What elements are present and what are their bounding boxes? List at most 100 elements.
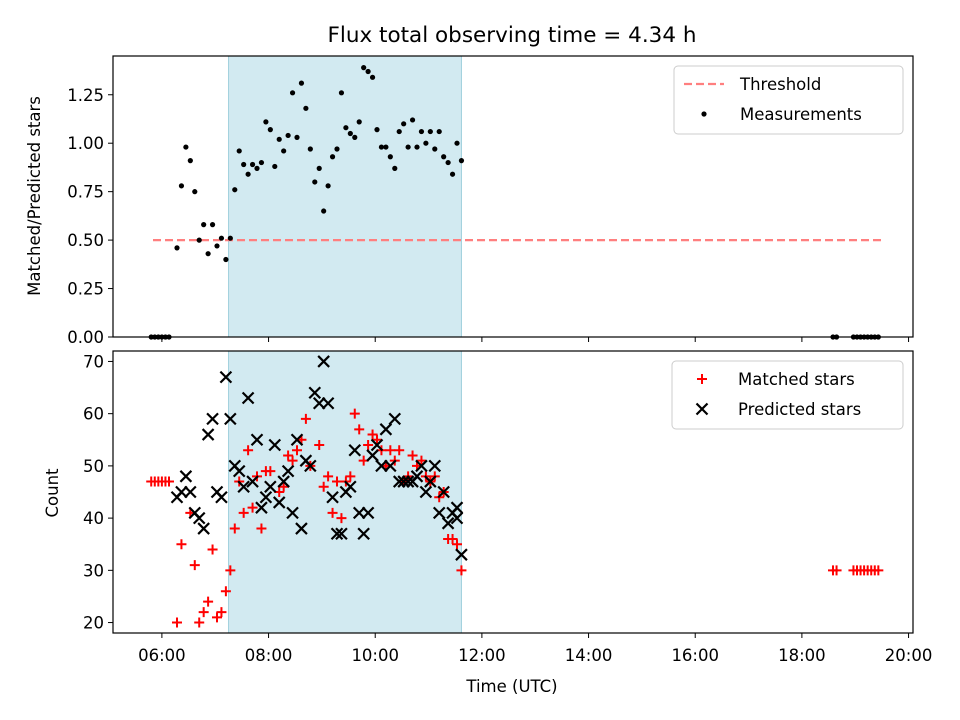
measurement-point xyxy=(281,148,287,154)
predicted-star-point xyxy=(352,506,366,520)
legend-label: Predicted stars xyxy=(738,400,861,419)
measurement-point xyxy=(454,140,460,146)
predicted-star-point xyxy=(388,412,402,426)
measurement-point xyxy=(187,158,193,164)
matched-star-point xyxy=(212,612,222,623)
measurement-point xyxy=(401,121,407,127)
measurement-point xyxy=(436,128,442,135)
legend-box xyxy=(673,65,904,135)
matched-star-point xyxy=(456,565,467,576)
matched-star-point xyxy=(207,544,218,555)
measurement-point xyxy=(387,154,393,160)
measurement-point xyxy=(227,235,233,241)
matched-star-point xyxy=(367,429,378,440)
matched-star-point xyxy=(194,617,205,628)
predicted-star-point xyxy=(264,480,277,494)
x-tick-label: 10:00 xyxy=(351,646,399,665)
predicted-star-point xyxy=(304,459,317,473)
matched-star-point xyxy=(172,617,182,628)
legend-matched-swatch xyxy=(697,374,707,384)
measurement-point xyxy=(405,144,411,150)
measurement-point xyxy=(343,125,349,131)
axes-frame xyxy=(112,55,914,338)
measurement-point xyxy=(352,134,358,140)
legend-predicted-swatch xyxy=(695,402,709,416)
predicted-star-point xyxy=(215,490,228,504)
measurement-point xyxy=(396,128,402,135)
measurement-point xyxy=(312,179,318,185)
matched-star-point xyxy=(189,560,200,571)
legend-label: Measurements xyxy=(740,105,862,124)
measurement-point xyxy=(369,74,376,80)
predicted-star-point xyxy=(424,475,437,488)
predicted-star-point xyxy=(321,396,335,410)
predicted-star-point xyxy=(246,475,259,488)
measurement-point xyxy=(445,159,451,166)
legend-label: Matched stars xyxy=(738,370,855,389)
predicted-star-point xyxy=(441,517,455,530)
predicted-star-point xyxy=(241,391,255,405)
legend-label: Threshold xyxy=(739,75,821,94)
measurement-point xyxy=(378,144,385,150)
predicted-star-point xyxy=(277,475,290,488)
matched-star-point xyxy=(256,523,267,534)
matched-star-point xyxy=(203,596,214,607)
predicted-star-point xyxy=(450,501,464,514)
measurement-point xyxy=(441,154,447,160)
matched-star-point xyxy=(327,507,338,518)
y-tick-label: 0.50 xyxy=(67,231,104,250)
measurement-point xyxy=(294,134,300,140)
x-tick-label: 16:00 xyxy=(671,646,719,665)
predicted-star-point xyxy=(379,423,393,436)
predicted-star-point xyxy=(370,438,384,452)
flux-ratio-panel: 0.00 0.25 0.50 0.75 1.00 1.25 Threshold Measure… xyxy=(67,55,914,347)
measurement-point xyxy=(365,68,371,75)
x-tick-label: 08:00 xyxy=(245,646,293,665)
measurement-point xyxy=(414,144,420,150)
y-tick-label: 70 xyxy=(83,352,104,371)
measurement-point xyxy=(334,146,340,152)
predicted-star-point xyxy=(179,470,193,483)
predicted-star-point xyxy=(197,522,210,535)
y-tick-label: 60 xyxy=(83,405,104,424)
matched-star-point xyxy=(225,565,236,576)
xlabel-time: Time (UTC) xyxy=(465,677,557,696)
matched-star-point xyxy=(176,539,187,550)
matched-star-point xyxy=(407,450,418,461)
predicted-star-point xyxy=(344,480,357,494)
predicted-star-point xyxy=(272,496,286,509)
predicted-star-point xyxy=(357,527,370,541)
predicted-star-point xyxy=(281,464,295,478)
predicted-star-point xyxy=(348,443,362,457)
measurement-point xyxy=(218,235,225,241)
matched-star-point xyxy=(216,607,227,618)
measurement-point xyxy=(374,127,380,133)
predicted-star-point xyxy=(290,433,304,447)
measurement-point xyxy=(205,251,211,257)
predicted-star-point xyxy=(450,511,464,525)
matched-star-point xyxy=(372,434,382,445)
measurement-point xyxy=(196,237,202,243)
matched-star-point xyxy=(385,445,396,456)
predicted-star-point xyxy=(219,370,233,384)
measurement-point xyxy=(329,154,336,160)
matched-star-point xyxy=(314,440,325,450)
predicted-star-point xyxy=(428,459,442,473)
measurement-point xyxy=(418,128,425,135)
predicted-star-point xyxy=(232,464,246,478)
predicted-star-point xyxy=(184,485,197,499)
matched-star-point xyxy=(247,502,258,513)
predicted-star-point xyxy=(410,470,424,483)
measurement-point xyxy=(392,165,398,171)
legend-measurement-swatch xyxy=(701,111,707,117)
y-tick-label: 50 xyxy=(83,457,104,476)
matched-star-point xyxy=(336,513,347,524)
predicted-star-point xyxy=(317,355,330,368)
matched-star-point xyxy=(394,445,405,456)
legend-box xyxy=(671,360,904,430)
predicted-star-point xyxy=(330,527,344,541)
measurement-point xyxy=(201,222,207,228)
predicted-star-point xyxy=(375,459,388,473)
predicted-star-point xyxy=(192,511,206,525)
